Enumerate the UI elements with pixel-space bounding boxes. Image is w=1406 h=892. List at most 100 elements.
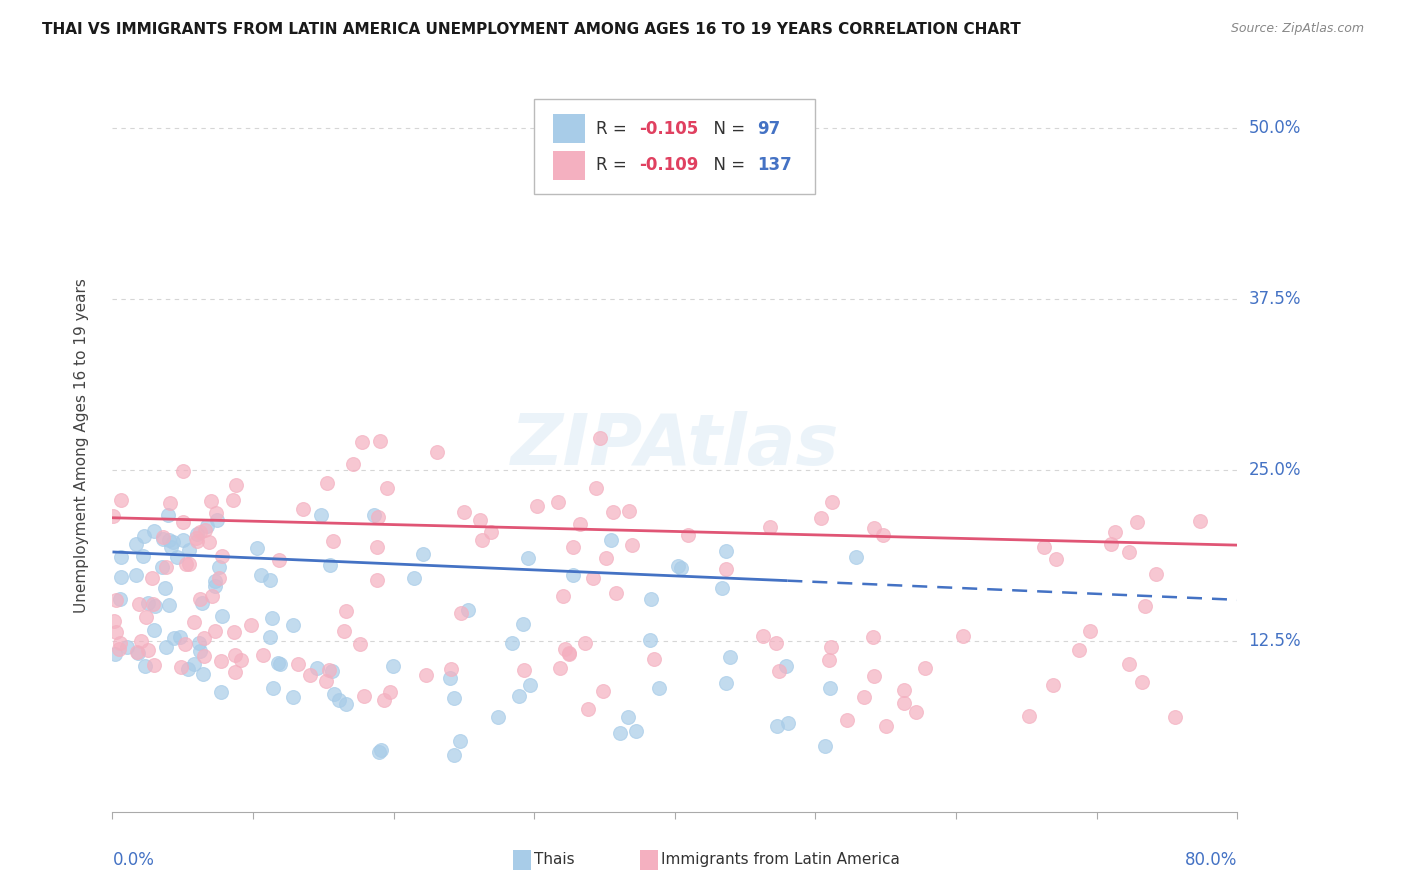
Point: [820, 681, 842, 696]
Point: [186, 527, 208, 541]
Point: [159, 496, 181, 510]
Point: [240, 617, 263, 632]
Point: [875, 719, 897, 733]
Point: [758, 520, 780, 534]
Point: [260, 611, 283, 625]
Point: [328, 693, 350, 707]
Point: [863, 669, 886, 683]
Point: [125, 644, 148, 658]
Point: [205, 514, 228, 528]
Text: ZIPAtlas: ZIPAtlas: [510, 411, 839, 481]
Point: [519, 678, 541, 692]
Point: [108, 592, 131, 607]
Point: [191, 666, 214, 681]
Text: 0.0%: 0.0%: [112, 851, 155, 869]
FancyBboxPatch shape: [554, 151, 585, 180]
Point: [110, 569, 132, 583]
Point: [209, 654, 232, 668]
Point: [187, 635, 209, 649]
Point: [135, 609, 157, 624]
Point: [353, 689, 375, 703]
Point: [311, 508, 333, 522]
Point: [262, 681, 284, 695]
Point: [143, 623, 166, 637]
Point: [367, 510, 389, 524]
Point: [366, 540, 388, 554]
Point: [1045, 551, 1067, 566]
Point: [617, 709, 640, 723]
Point: [142, 597, 165, 611]
Point: [363, 508, 385, 522]
Point: [382, 658, 405, 673]
Point: [110, 550, 132, 565]
Point: [370, 743, 392, 757]
Point: [952, 629, 974, 643]
Point: [626, 723, 648, 738]
Point: [1104, 524, 1126, 539]
Point: [517, 550, 540, 565]
Point: [589, 431, 612, 445]
Point: [172, 515, 194, 529]
Point: [643, 651, 665, 665]
Point: [835, 713, 858, 727]
Text: -0.105: -0.105: [638, 120, 699, 137]
Point: [471, 533, 494, 547]
Point: [188, 524, 211, 539]
Point: [299, 667, 322, 681]
Point: [526, 500, 548, 514]
Point: [562, 568, 585, 582]
Point: [501, 636, 523, 650]
Point: [711, 582, 734, 596]
Point: [402, 571, 425, 585]
Point: [335, 697, 357, 711]
Point: [316, 475, 339, 490]
Point: [548, 661, 571, 675]
Point: [188, 592, 211, 607]
Point: [486, 710, 509, 724]
Point: [160, 540, 183, 554]
Point: [305, 660, 328, 674]
Point: [131, 633, 153, 648]
Point: [195, 519, 218, 533]
Text: 80.0%: 80.0%: [1185, 851, 1237, 869]
Point: [335, 604, 357, 618]
Point: [904, 705, 927, 719]
Point: [152, 530, 174, 544]
Point: [318, 663, 340, 677]
Point: [595, 550, 617, 565]
Point: [1118, 545, 1140, 559]
Point: [547, 495, 569, 509]
Point: [132, 529, 155, 543]
Point: [134, 659, 156, 673]
Point: [576, 702, 599, 716]
Point: [204, 624, 226, 638]
Point: [1118, 657, 1140, 672]
FancyBboxPatch shape: [534, 99, 815, 194]
Point: [269, 657, 291, 671]
Point: [166, 549, 188, 564]
Point: [152, 532, 174, 546]
Point: [716, 544, 738, 558]
Point: [153, 581, 176, 595]
Point: [367, 745, 389, 759]
Point: [321, 664, 343, 678]
Point: [162, 534, 184, 549]
Point: [143, 599, 166, 613]
Point: [200, 493, 222, 508]
Point: [558, 646, 581, 660]
Point: [281, 690, 304, 704]
Point: [862, 630, 884, 644]
Point: [291, 501, 314, 516]
Point: [172, 533, 194, 548]
Point: [125, 568, 148, 582]
Point: [105, 624, 128, 639]
Text: 137: 137: [756, 156, 792, 175]
Point: [138, 643, 160, 657]
Point: [582, 571, 605, 585]
Point: [450, 606, 472, 620]
Point: [765, 636, 787, 650]
Y-axis label: Unemployment Among Ages 16 to 19 years: Unemployment Among Ages 16 to 19 years: [75, 278, 89, 614]
Point: [449, 734, 471, 748]
Point: [283, 618, 305, 632]
Point: [617, 504, 640, 518]
